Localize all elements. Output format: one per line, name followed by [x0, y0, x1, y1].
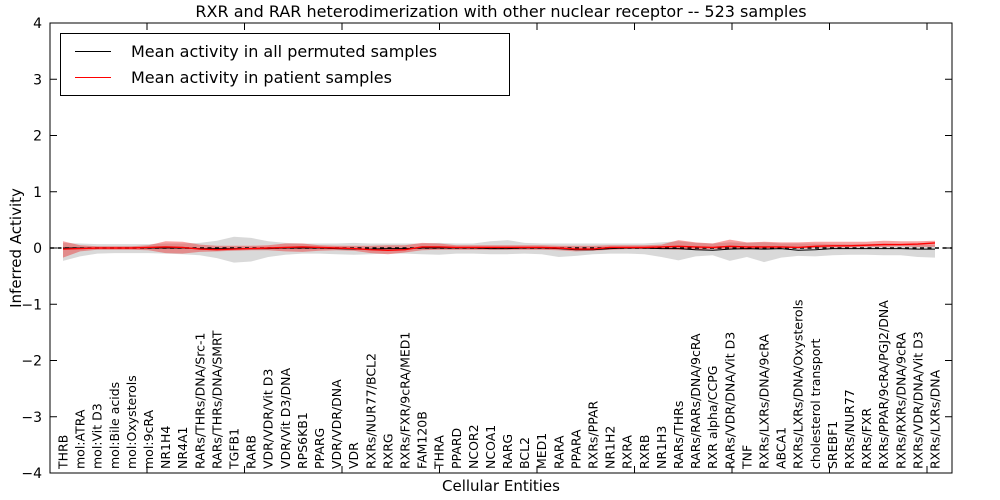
x-category-label: RARs/RARs/DNA/9cRA [688, 333, 703, 469]
x-category-label: BCL2 [517, 437, 532, 469]
x-category-label: RARs/VDR/DNA/Vit D3 [722, 332, 737, 469]
y-tick-label: 4 [33, 16, 42, 32]
x-category-label: RXRs/RXRs/DNA/9cRA [893, 332, 908, 469]
x-category-label: RPS6KB1 [295, 412, 310, 469]
x-category-label: NR1H4 [158, 426, 173, 469]
x-category-label: RARB [244, 435, 259, 469]
chart-title: RXR and RAR heterodimerization with othe… [195, 2, 807, 21]
x-category-label: VDR/VDR/Vit D3 [261, 369, 276, 469]
x-category-label: THRB [56, 435, 71, 470]
x-category-label: NCOA1 [483, 425, 498, 469]
legend-label-permuted: Mean activity in all permuted samples [131, 41, 438, 61]
x-category-label: MED1 [534, 433, 549, 469]
y-axis-label: Inferred Activity [7, 188, 25, 308]
y-tick-label: 1 [33, 185, 42, 201]
x-category-label: RXRs/FXR/9cRA/MED1 [398, 332, 413, 469]
x-category-label: VDR/VDR/DNA [329, 379, 344, 469]
x-category-label: PPARG [312, 428, 327, 469]
x-category-label: RARs/THRs/DNA/Src-1 [192, 333, 207, 469]
y-tick-label: −3 [21, 410, 42, 426]
x-category-label: mol:Bile acids [107, 382, 122, 469]
x-category-label: RARA [551, 435, 566, 469]
x-category-label: THRA [432, 435, 447, 470]
legend-label-patient: Mean activity in patient samples [131, 68, 392, 88]
x-category-label: RXR alpha/CCPG [705, 366, 720, 469]
x-category-label: SREBF1 [825, 421, 840, 469]
x-category-label: RARG [500, 434, 515, 469]
legend-line-permuted-icon [75, 50, 111, 52]
series-line-patient [62, 242, 936, 252]
legend-entry-permuted: Mean activity in all permuted samples [61, 42, 509, 61]
x-category-label: VDR/Vit D3/DNA [278, 368, 293, 469]
x-category-label: FAM120B [415, 411, 430, 469]
band-permuted-samples-range [63, 236, 935, 263]
x-category-label: RXRs/VDR/DNA/Vit D3 [910, 331, 925, 469]
x-category-label: NR1H2 [603, 426, 618, 469]
x-category-label: NCOR2 [466, 424, 481, 469]
x-category-label: TNF [739, 445, 754, 470]
x-category-label: RXRs/LXRs/DNA [928, 369, 943, 469]
x-category-label: mol:9cRA [141, 409, 156, 469]
x-category-label: RXRs/LXRs/DNA/Oxysterols [791, 299, 806, 469]
x-category-label: RXRs/NUR77/BCL2 [363, 353, 378, 469]
x-category-label: PPARA [568, 429, 583, 469]
x-category-label: RXRA [620, 435, 635, 469]
x-axis-label: Cellular Entities [442, 477, 560, 495]
x-category-label: RXRs/LXRs/DNA/9cRA [757, 334, 772, 469]
x-category-label: cholesterol transport [808, 338, 823, 469]
legend-line-patient-icon [75, 77, 111, 79]
y-tick-label: 2 [33, 129, 42, 145]
x-category-label: NR4A1 [175, 427, 190, 470]
x-category-label: RXRB [637, 434, 652, 469]
x-category-label: mol:ATRA [73, 409, 88, 469]
x-category-label: RXRs/NUR77 [842, 389, 857, 469]
x-category-label: ABCA1 [774, 427, 789, 469]
y-tick-label: −1 [21, 297, 42, 313]
y-tick-label: 3 [33, 72, 42, 88]
series-line-permuted [63, 247, 935, 251]
x-category-label: RARs/THRs [671, 401, 686, 469]
x-category-label: NR1H3 [654, 426, 669, 469]
y-tick-label: 0 [33, 241, 42, 257]
x-category-label: VDR [346, 442, 361, 469]
x-category-label: PPARD [449, 428, 464, 469]
x-category-label: RXRs/PPAR/9cRA/PGJ2/DNA [876, 300, 891, 469]
x-category-label: RXRs/FXR [859, 408, 874, 469]
y-tick-label: −4 [21, 466, 42, 482]
x-category-label: RARs/THRs/DNA/SMRT [209, 330, 224, 469]
x-category-label: RXRG [380, 433, 395, 469]
x-category-label: TGFB1 [227, 428, 242, 470]
y-tick-label: −2 [21, 354, 42, 370]
legend: Mean activity in all permuted samples Me… [60, 33, 510, 96]
x-category-label: RXRs/PPAR [586, 401, 601, 469]
legend-entry-patient: Mean activity in patient samples [61, 68, 509, 87]
x-category-label: mol:Oxysterols [124, 375, 139, 469]
x-category-label: mol:Vit D3 [90, 403, 105, 469]
